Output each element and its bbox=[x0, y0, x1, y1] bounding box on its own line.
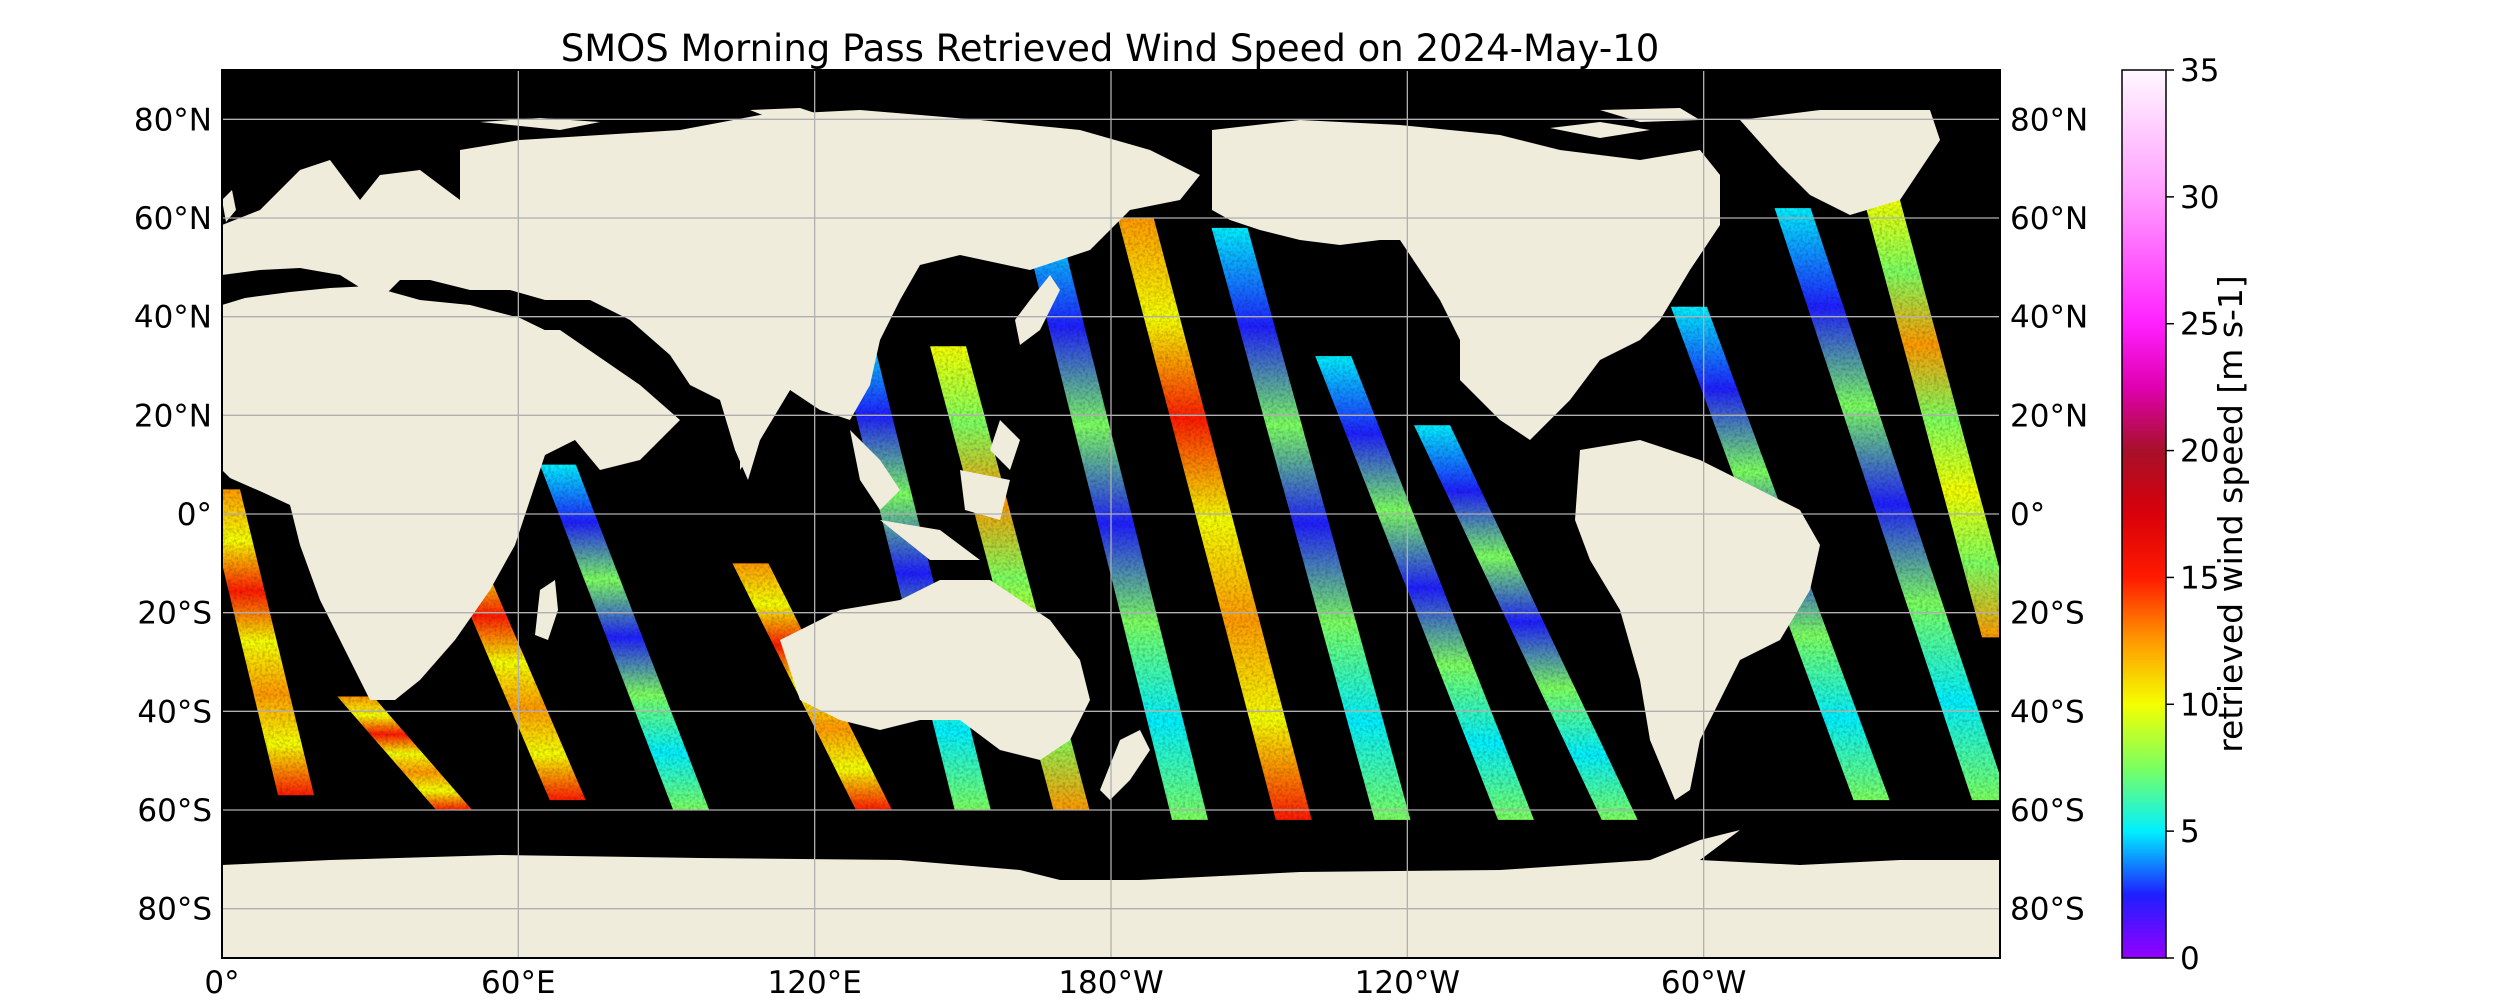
lat-label-right: 60°S bbox=[2010, 793, 2085, 829]
lat-label-left: 20°N bbox=[134, 398, 212, 434]
lat-label-right: 20°S bbox=[2010, 596, 2085, 632]
lat-label-left: 60°N bbox=[134, 201, 212, 237]
swath-texture-s8 bbox=[1023, 227, 1209, 820]
swath-texture-s15 bbox=[1863, 198, 2000, 638]
swath-texture-s4 bbox=[539, 464, 710, 810]
lat-label-right: 60°N bbox=[2010, 201, 2088, 237]
lon-label: 0° bbox=[204, 965, 239, 1000]
colorbar-tick-label: 35 bbox=[2180, 53, 2219, 89]
colorbar-tick-label: 0 bbox=[2180, 941, 2200, 977]
arctic-islands-landmass bbox=[480, 108, 1700, 138]
lon-label: 120°E bbox=[768, 965, 862, 1000]
se-asia-landmass bbox=[850, 420, 1020, 560]
map-gridlines bbox=[222, 70, 2000, 958]
greenland-landmass bbox=[1740, 110, 1940, 215]
lat-label-left: 40°S bbox=[137, 694, 212, 730]
lat-label-left: 40°N bbox=[134, 300, 212, 336]
swath-texture-s1 bbox=[222, 489, 315, 796]
map-panel bbox=[222, 70, 2000, 958]
colorbar-bar bbox=[2121, 69, 2167, 959]
swath-texture-s2 bbox=[337, 696, 473, 810]
lat-label-right: 40°S bbox=[2010, 694, 2085, 730]
colorbar-tick-label: 30 bbox=[2180, 180, 2219, 216]
lat-label-right: 20°N bbox=[2010, 398, 2088, 434]
colorbar-tick-label: 15 bbox=[2180, 560, 2219, 596]
colorbar: 0 5 10 15 20 25 30 35 retrieved wind speed [m s… bbox=[2121, 53, 2250, 977]
australia-landmass bbox=[780, 580, 1090, 760]
lat-label-right: 80°S bbox=[2010, 892, 2085, 928]
colorbar-ticks: 0 5 10 15 20 25 30 35 bbox=[2166, 53, 2219, 977]
longitude-labels: 0° 60°E 120°E 180°W 120°W 60°W bbox=[204, 965, 1746, 1000]
lat-label-left: 0° bbox=[177, 497, 212, 533]
south-america-landmass bbox=[1575, 440, 1820, 800]
swath-s1 bbox=[222, 489, 315, 796]
swath-s2 bbox=[337, 696, 473, 810]
figure-title: SMOS Morning Pass Retrieved Wind Speed o… bbox=[561, 27, 1660, 70]
lat-label-right: 0° bbox=[2010, 497, 2045, 533]
map-frame bbox=[221, 69, 2001, 959]
swath-s12 bbox=[1414, 425, 1638, 820]
swath-texture-s12 bbox=[1414, 425, 1638, 820]
swath-texture-s14 bbox=[1774, 208, 2000, 801]
swath-texture-s11 bbox=[1315, 356, 1534, 820]
lon-label: 120°W bbox=[1355, 965, 1460, 1000]
lat-label-right: 80°N bbox=[2010, 102, 2088, 138]
swath-s9 bbox=[1117, 218, 1312, 820]
swath-s14 bbox=[1774, 208, 2000, 801]
swath-s8 bbox=[1023, 227, 1209, 820]
new-zealand-landmass bbox=[1100, 730, 1150, 800]
swath-s15 bbox=[1863, 198, 2000, 638]
swath-s4 bbox=[539, 464, 710, 810]
lat-label-left: 80°S bbox=[137, 892, 212, 928]
swath-s10 bbox=[1211, 227, 1411, 820]
swath-s11 bbox=[1315, 356, 1534, 820]
lon-label: 60°E bbox=[481, 965, 556, 1000]
swath-texture-s9 bbox=[1117, 218, 1312, 820]
lat-label-left: 80°N bbox=[134, 102, 212, 138]
colorbar-tick-label: 20 bbox=[2180, 434, 2219, 470]
north-america-landmass bbox=[1212, 120, 1720, 440]
india-landmass bbox=[720, 390, 790, 480]
lat-label-left: 60°S bbox=[137, 793, 212, 829]
colorbar-tick-label: 5 bbox=[2180, 814, 2200, 850]
madagascar-landmass bbox=[535, 580, 558, 640]
latitude-labels-left: 80°N 60°N 40°N 20°N 0° 20°S 40°S 60°S 80°S bbox=[134, 102, 212, 927]
swath-texture-s10 bbox=[1211, 227, 1411, 820]
colorbar-tick-label: 25 bbox=[2180, 307, 2219, 343]
africa-landmass bbox=[222, 286, 600, 700]
lon-label: 60°W bbox=[1661, 965, 1747, 1000]
latitude-labels-right: 80°N 60°N 40°N 20°N 0° 20°S 40°S 60°S 80°S bbox=[2010, 102, 2088, 927]
lat-label-left: 20°S bbox=[137, 596, 212, 632]
japan-landmass bbox=[1015, 275, 1060, 345]
colorbar-tick-label: 10 bbox=[2180, 687, 2219, 723]
uk-landmass bbox=[222, 190, 236, 222]
lon-label: 180°W bbox=[1058, 965, 1163, 1000]
arabia-landmass bbox=[500, 330, 680, 470]
eurasia-landmass bbox=[222, 110, 1200, 470]
lat-label-right: 40°N bbox=[2010, 300, 2088, 336]
colorbar-label: retrieved wind speed [m s-1] bbox=[2211, 275, 2250, 753]
